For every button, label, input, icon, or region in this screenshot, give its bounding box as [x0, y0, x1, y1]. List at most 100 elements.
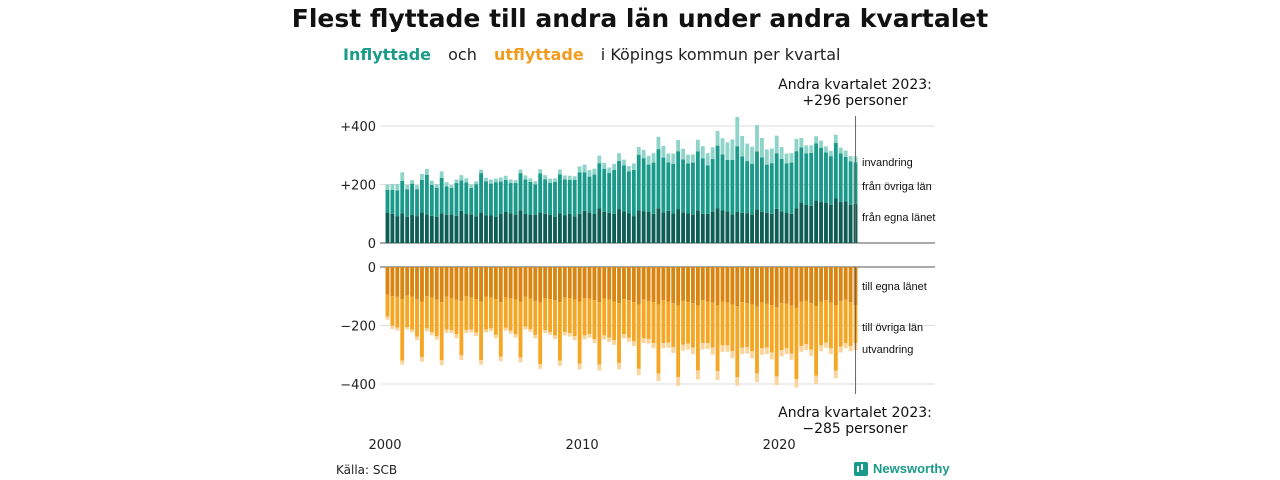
bar-out-own-county [730, 267, 735, 305]
bar-emigration [385, 316, 390, 320]
bar-in-other-counties [390, 189, 395, 214]
top-ytick-label: +200 [340, 179, 376, 194]
bar-out-own-county [602, 267, 607, 299]
bar-out-own-county [597, 267, 602, 303]
bar-out-other-counties [592, 300, 597, 339]
bar-in-other-counties [538, 173, 543, 213]
bar-in-other-counties [592, 174, 597, 215]
bar-in-own-county [814, 200, 819, 243]
bar-out-own-county [582, 267, 587, 298]
bottom-series-label: utvandring [862, 344, 913, 356]
bar-out-own-county [700, 267, 705, 301]
bar-in-own-county [789, 213, 794, 243]
bar-in-own-county [538, 212, 543, 243]
bar-in-other-counties [567, 179, 572, 215]
bar-out-own-county [750, 267, 754, 305]
bar-in-own-county [809, 205, 814, 243]
bar-emigration [819, 345, 823, 352]
bar-in-other-counties [661, 157, 666, 213]
bar-immigration [498, 177, 503, 182]
bar-in-own-county [661, 212, 666, 243]
bar-out-other-counties [420, 301, 424, 358]
bar-in-other-counties [577, 172, 582, 214]
bar-in-other-counties [415, 189, 419, 217]
bar-immigration [572, 176, 577, 180]
bar-emigration [740, 347, 745, 355]
bar-in-other-counties [493, 182, 498, 217]
bar-in-own-county [617, 209, 621, 243]
bar-out-other-counties [385, 294, 390, 317]
bar-immigration [779, 147, 784, 159]
bar-out-other-counties [587, 298, 592, 335]
bar-in-own-county [651, 213, 656, 243]
bar-immigration [681, 148, 686, 160]
bar-in-other-counties [819, 147, 823, 203]
bar-out-own-county [760, 267, 764, 303]
bar-out-other-counties [764, 303, 769, 348]
bar-in-other-counties [838, 153, 843, 203]
bar-out-other-counties [824, 300, 828, 343]
bar-in-own-county [587, 212, 592, 243]
bar-immigration [548, 178, 552, 183]
bar-emigration [390, 325, 395, 330]
bar-immigration [750, 146, 754, 164]
bar-out-own-county [710, 267, 715, 303]
bar-immigration [720, 138, 725, 155]
bar-in-own-county [804, 204, 809, 243]
bar-in-other-counties [479, 173, 483, 213]
source-note: Källa: SCB [336, 463, 398, 477]
bar-in-other-counties [474, 184, 479, 217]
bar-in-own-county [562, 215, 567, 243]
bar-immigration [557, 169, 562, 175]
bar-out-own-county [508, 267, 513, 298]
bar-emigration [498, 356, 503, 362]
bar-in-other-counties [617, 160, 621, 210]
bar-out-own-county [695, 267, 700, 306]
bar-in-own-county [548, 214, 552, 243]
bar-emigration [429, 332, 434, 336]
bar-in-other-counties [553, 181, 557, 217]
bar-out-own-county [656, 267, 661, 305]
bar-in-other-counties [602, 168, 607, 212]
bar-in-other-counties [607, 172, 612, 213]
bar-in-own-county [740, 212, 745, 243]
bar-emigration [848, 345, 853, 352]
bar-out-other-counties [415, 299, 419, 337]
bar-out-other-counties [661, 300, 666, 344]
bar-immigration [567, 175, 572, 180]
bar-out-own-county [646, 267, 651, 301]
bar-out-other-counties [395, 296, 400, 328]
bar-in-other-counties [523, 179, 528, 215]
bar-immigration [730, 139, 735, 160]
bar-in-other-counties [828, 156, 833, 205]
bar-immigration [410, 180, 415, 184]
bar-immigration [474, 181, 479, 185]
bar-emigration [779, 350, 784, 357]
bar-out-other-counties [518, 301, 523, 358]
bar-emigration [444, 329, 449, 334]
bar-immigration [636, 147, 641, 155]
bar-emigration [538, 364, 543, 369]
bar-immigration [582, 164, 587, 173]
bar-in-other-counties [681, 159, 686, 213]
bar-in-own-county [612, 213, 617, 243]
bar-out-own-county [819, 267, 823, 302]
bar-emigration [686, 343, 690, 350]
bar-out-other-counties [735, 306, 740, 377]
bar-emigration [656, 373, 661, 382]
bar-out-other-counties [804, 300, 809, 345]
bar-out-own-county [740, 267, 745, 303]
bar-out-other-counties [562, 297, 567, 332]
bar-out-other-counties [410, 296, 415, 330]
bar-immigration [745, 143, 750, 162]
bar-emigration [833, 370, 838, 379]
bar-in-own-county [824, 202, 828, 243]
xtick-label: 2020 [763, 438, 796, 453]
bar-immigration [686, 154, 690, 164]
bar-out-own-county [833, 267, 838, 306]
bar-out-other-counties [691, 303, 695, 348]
bar-in-other-counties [715, 145, 720, 209]
bar-immigration [592, 168, 597, 175]
bar-out-own-county [533, 267, 538, 301]
bar-out-own-county [469, 267, 474, 298]
